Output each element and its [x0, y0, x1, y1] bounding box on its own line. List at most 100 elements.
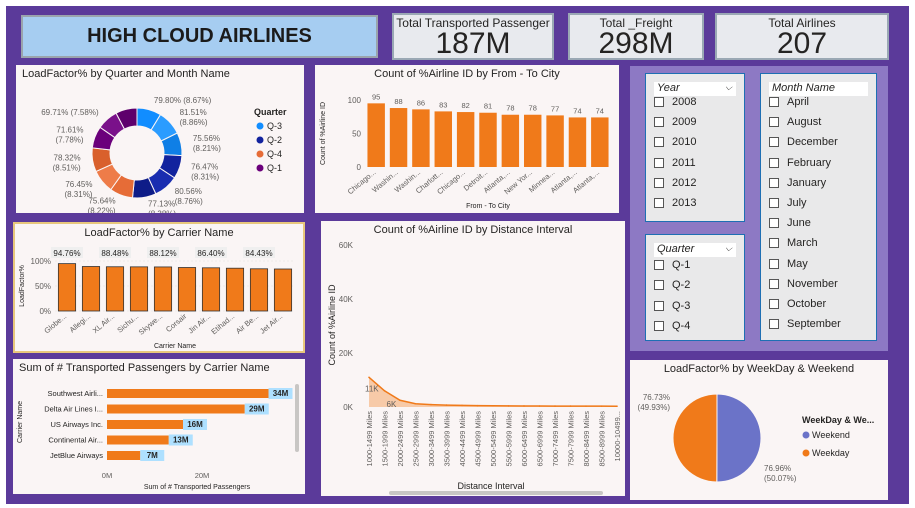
month-option[interactable]: May	[769, 258, 808, 270]
donut-chart[interactable]: 79.80% (8.67%) 81.51%(8.86%) 75.56%(8.21%)…	[16, 65, 304, 213]
quarter-option[interactable]: Q-2	[654, 279, 690, 291]
legend-marker	[802, 449, 810, 457]
month-slicer-header[interactable]: Month Name	[769, 82, 868, 96]
bar	[153, 266, 173, 312]
month-option[interactable]: February	[769, 157, 831, 169]
y-tick-label: 40K	[339, 295, 354, 304]
bar	[479, 112, 497, 167]
year-option[interactable]: 2013	[654, 197, 696, 209]
year-option-label: 2010	[672, 136, 697, 149]
area-data-label: 6K	[387, 400, 397, 409]
checkbox[interactable]	[769, 258, 779, 269]
year-option[interactable]: 2010	[654, 136, 696, 148]
checkbox[interactable]	[769, 177, 779, 188]
year-option[interactable]: 2011	[654, 157, 696, 169]
checkbox[interactable]	[769, 157, 779, 168]
bar-data-label: 88.48%	[101, 249, 128, 258]
bar	[501, 114, 520, 167]
month-slicer[interactable]: Month Name April August December February Ja…	[760, 73, 877, 341]
checkbox[interactable]	[654, 97, 664, 107]
bar-data-label: 74	[596, 106, 604, 115]
checkbox[interactable]	[769, 117, 779, 128]
checkbox[interactable]	[654, 177, 664, 188]
weekday-pie-chart[interactable]: 76.73%(49.93%) 76.96%(50.07%) WeekDay & We…	[630, 360, 888, 500]
checkbox[interactable]	[769, 97, 779, 107]
checkbox[interactable]	[654, 321, 664, 332]
checkbox[interactable]	[769, 278, 779, 289]
checkbox[interactable]	[654, 198, 664, 208]
quarter-option[interactable]: Q-4	[654, 320, 690, 332]
passengers-bar-chart[interactable]: Southwest Airli... 34M Delta Air Lines I..…	[13, 359, 305, 494]
quarter-slicer[interactable]: Quarter ⌵ Q-1 Q-2 Q-3 Q-4	[645, 234, 745, 341]
month-option[interactable]: June	[769, 217, 811, 229]
checkbox[interactable]	[769, 238, 779, 249]
checkbox[interactable]	[769, 299, 779, 309]
distance-area-chart[interactable]: 0K 20K 40K 60K 11K 6K 1000-1499 Miles 1500-1999…	[321, 221, 625, 496]
pie-data-label: (49.93%)	[638, 403, 671, 412]
quarter-slicer-header[interactable]: Quarter ⌵	[654, 243, 736, 257]
kpi-label: Total Airlines	[768, 16, 836, 30]
kpi-freight[interactable]: Total _Freight 298M	[568, 13, 704, 60]
month-option[interactable]: March	[769, 237, 818, 249]
area-point	[476, 404, 479, 407]
year-option[interactable]: 2008	[654, 96, 696, 108]
legend-marker	[256, 122, 264, 130]
quarter-option[interactable]: Q-1	[654, 259, 690, 271]
area-point	[445, 404, 448, 406]
carrier-card[interactable]: LoadFactor% by Carrier Name 0% 50% 100% Glo…	[13, 222, 305, 353]
kpi-passengers[interactable]: Total Transported Passenger 187M	[392, 13, 554, 60]
bar	[456, 112, 475, 167]
checkbox[interactable]	[654, 117, 664, 128]
y-tick-label: 100	[348, 96, 362, 105]
year-slicer-header[interactable]: Year ⌵	[654, 82, 736, 96]
carrier-bar-chart[interactable]: 0%50%100%Globe... Allegi...XL Air... Sichu…	[15, 224, 303, 351]
checkbox[interactable]	[654, 137, 664, 148]
year-option-label: 2011	[672, 156, 696, 169]
weekday-card[interactable]: LoadFactor% by WeekDay & Weekend 76.73%(…	[630, 360, 888, 500]
checkbox[interactable]	[654, 157, 664, 168]
bar	[273, 268, 293, 312]
x-tick-label: 1000-1499 Miles	[365, 411, 374, 467]
bar-data-label: 78	[506, 104, 514, 113]
month-option[interactable]: January	[769, 177, 826, 189]
quarter-option[interactable]: Q-3	[654, 300, 690, 312]
area-point	[538, 405, 541, 407]
year-option[interactable]: 2009	[654, 116, 696, 128]
donut-data-label: (8.76%)	[175, 197, 203, 206]
donut-data-label: 69.71% (7.58%)	[41, 108, 99, 117]
month-option[interactable]: July	[769, 197, 807, 209]
chart-title: LoadFactor% by Quarter and Month Name	[22, 68, 230, 80]
year-option[interactable]: 2012	[654, 177, 696, 189]
y-tick-label: 0K	[343, 403, 353, 412]
passengers-card[interactable]: Sum of # Transported Passengers by Carri…	[13, 359, 305, 494]
donut-data-label: 79.80% (8.67%)	[154, 96, 212, 105]
month-option[interactable]: October	[769, 298, 826, 310]
month-option[interactable]: April	[769, 96, 809, 108]
bar-data-label: 86.40%	[197, 249, 224, 258]
month-option[interactable]: September	[769, 318, 841, 330]
checkbox[interactable]	[654, 300, 664, 311]
checkbox[interactable]	[769, 218, 779, 229]
checkbox[interactable]	[769, 198, 779, 208]
checkbox[interactable]	[654, 260, 664, 270]
donut-card[interactable]: LoadFactor% by Quarter and Month Name 79…	[16, 65, 304, 213]
chart-title: LoadFactor% by Carrier Name	[84, 227, 234, 239]
month-option-label: September	[787, 318, 841, 331]
year-option-label: 2013	[672, 197, 697, 209]
checkbox[interactable]	[654, 280, 664, 291]
month-option-label: May	[787, 257, 808, 270]
kpi-airlines[interactable]: Total Airlines 207	[715, 13, 889, 60]
bar	[105, 266, 125, 312]
x-tick-label: Allegi...	[68, 312, 93, 335]
city-card[interactable]: Count of %Airline ID by From - To City 0…	[315, 65, 619, 213]
month-option[interactable]: August	[769, 116, 821, 128]
month-option[interactable]: December	[769, 136, 838, 148]
checkbox[interactable]	[769, 319, 779, 330]
chevron-down-icon[interactable]: ⌵	[725, 243, 732, 253]
distance-card[interactable]: Count of %Airline ID by Distance Interva…	[321, 221, 625, 496]
chevron-down-icon[interactable]: ⌵	[725, 82, 732, 92]
month-option[interactable]: November	[769, 278, 838, 290]
checkbox[interactable]	[769, 137, 779, 148]
year-slicer[interactable]: Year ⌵ 2008 2009 2010 2011 2012 2013	[645, 73, 745, 222]
